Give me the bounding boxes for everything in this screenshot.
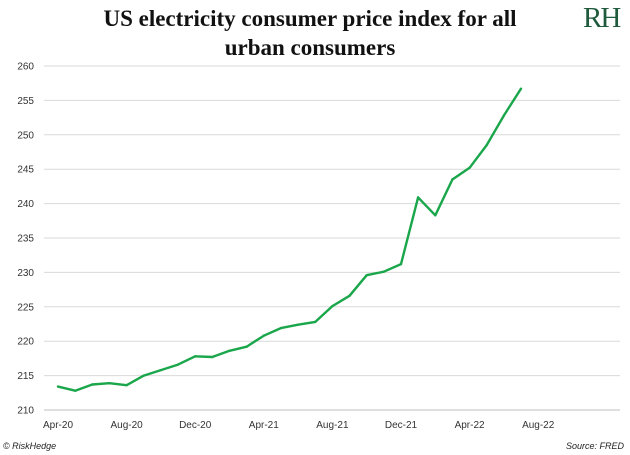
y-tick-label: 255 [17, 96, 34, 107]
y-tick-label: 260 [17, 62, 34, 73]
data-point [416, 196, 420, 199]
data-point [279, 326, 283, 330]
data-point [382, 270, 385, 273]
y-tick-label: 230 [17, 268, 34, 279]
data-point [314, 320, 317, 324]
data-point [399, 262, 403, 266]
x-tick-label: Aug-20 [110, 420, 143, 431]
data-point [451, 178, 454, 181]
data-point [56, 385, 60, 388]
x-axis-tick-labels: Apr-20 Aug-20 Dec-20 Apr-21 Aug-21 Dec-21 Apr-… [43, 420, 555, 431]
y-tick-label: 250 [17, 130, 34, 141]
y-tick-label: 220 [17, 337, 34, 348]
data-points [56, 87, 523, 392]
copyright-text: © RiskHedge [3, 441, 57, 451]
data-point [159, 368, 163, 372]
title-line-2: urban consumers [224, 35, 396, 60]
y-tick-label: 235 [17, 234, 34, 245]
data-point [331, 304, 334, 308]
data-point [91, 383, 94, 386]
y-axis-tick-labels: 210 215 220 225 230 235 240 245 250 255 260 [17, 62, 34, 417]
x-tick-label: Dec-21 [385, 420, 418, 431]
data-point [176, 363, 180, 366]
data-point [365, 274, 368, 277]
data-point [194, 355, 197, 358]
x-tick-label: Aug-22 [522, 420, 555, 431]
data-point [211, 355, 214, 359]
y-tick-label: 245 [17, 165, 34, 176]
y-tick-label: 225 [17, 302, 34, 313]
data-point [485, 143, 488, 147]
data-point [228, 349, 231, 352]
series-line [57, 88, 523, 392]
x-tick-label: Apr-22 [455, 420, 485, 431]
x-tick-label: Apr-21 [249, 420, 279, 431]
x-tick-label: Dec-20 [179, 420, 212, 431]
riskhedge-logo: RH [583, 2, 627, 38]
logo-text: RH [583, 2, 621, 34]
data-point [348, 294, 351, 297]
y-tick-label: 215 [17, 371, 34, 382]
x-tick-label: Aug-21 [316, 420, 349, 431]
data-point [108, 382, 111, 385]
data-point [245, 345, 248, 348]
x-tick-label: Apr-20 [43, 420, 73, 431]
data-point [74, 389, 77, 392]
data-point [434, 214, 437, 217]
data-point [519, 87, 523, 90]
data-point [502, 114, 506, 117]
data-point [125, 384, 128, 387]
chart-title: US electricity consumer price index for … [60, 4, 560, 62]
title-line-1: US electricity consumer price index for … [103, 6, 517, 31]
data-point [296, 323, 300, 326]
data-point [468, 166, 471, 169]
y-tick-label: 240 [17, 199, 34, 210]
grid-lines [44, 65, 620, 377]
data-point [262, 334, 265, 337]
y-tick-label: 210 [17, 406, 34, 417]
source-text: Source: FRED [565, 441, 624, 451]
data-point [142, 374, 145, 377]
